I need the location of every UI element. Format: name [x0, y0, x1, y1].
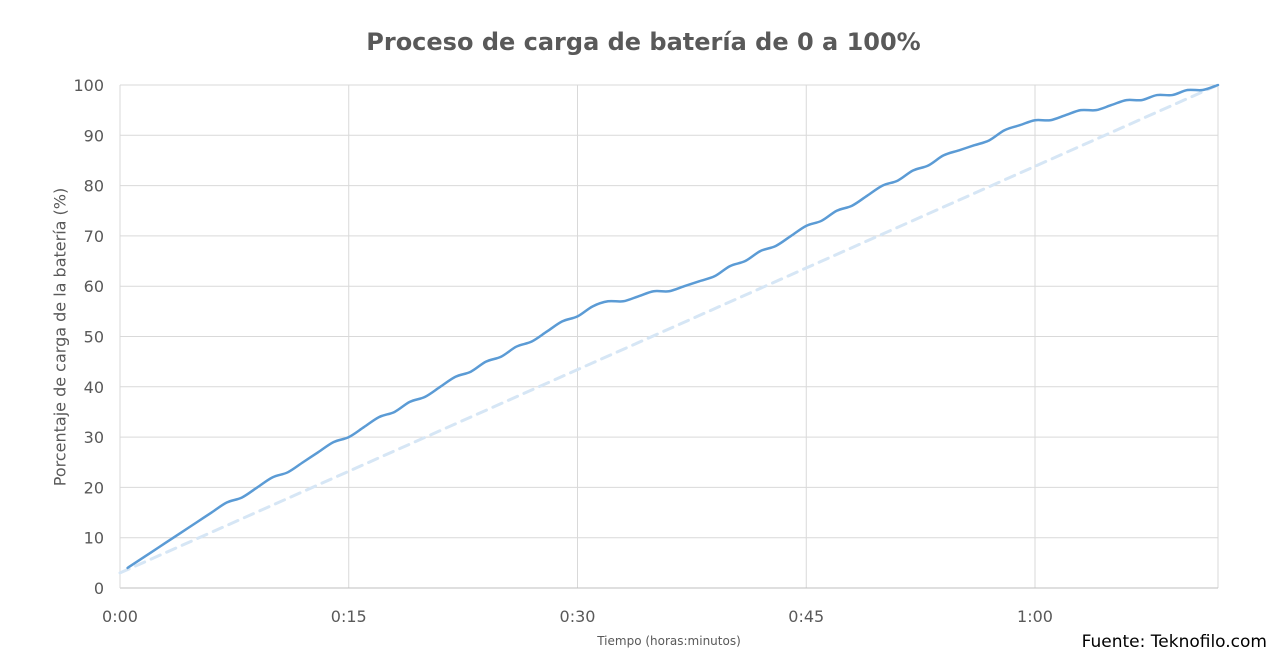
chart-title: Proceso de carga de batería de 0 a 100% — [366, 28, 921, 56]
y-tick-label: 50 — [84, 328, 104, 347]
series-line-measured — [126, 83, 1220, 570]
y-tick-label: 10 — [84, 529, 104, 548]
x-tick-label: 0:45 — [788, 607, 824, 626]
y-tick-label: 70 — [84, 227, 104, 246]
y-tick-label: 30 — [84, 428, 104, 447]
y-tick-label: 100 — [73, 76, 104, 95]
y-tick-label: 90 — [84, 126, 104, 145]
y-tick-label: 40 — [84, 378, 104, 397]
source-credit: Fuente: Teknofilo.com — [1081, 632, 1267, 652]
x-tick-label: 0:00 — [102, 607, 138, 626]
y-tick-label: 60 — [84, 277, 104, 296]
y-tick-label: 80 — [84, 177, 104, 196]
x-axis-label: Tiempo (horas:minutos) — [597, 634, 741, 648]
x-tick-label: 0:15 — [331, 607, 367, 626]
y-tick-label: 0 — [94, 579, 104, 598]
x-tick-label: 1:00 — [1017, 607, 1053, 626]
series-line-linear-reference — [118, 83, 1220, 575]
y-tick-label: 20 — [84, 478, 104, 497]
x-tick-label: 0:30 — [560, 607, 596, 626]
